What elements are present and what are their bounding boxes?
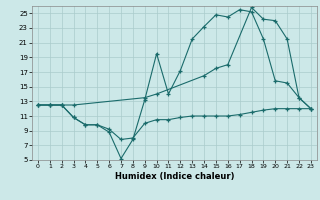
X-axis label: Humidex (Indice chaleur): Humidex (Indice chaleur) [115, 172, 234, 181]
